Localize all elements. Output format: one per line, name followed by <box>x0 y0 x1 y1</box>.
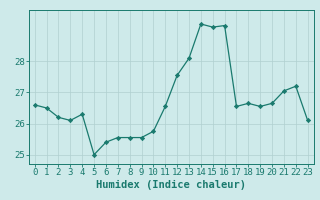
X-axis label: Humidex (Indice chaleur): Humidex (Indice chaleur) <box>96 180 246 190</box>
